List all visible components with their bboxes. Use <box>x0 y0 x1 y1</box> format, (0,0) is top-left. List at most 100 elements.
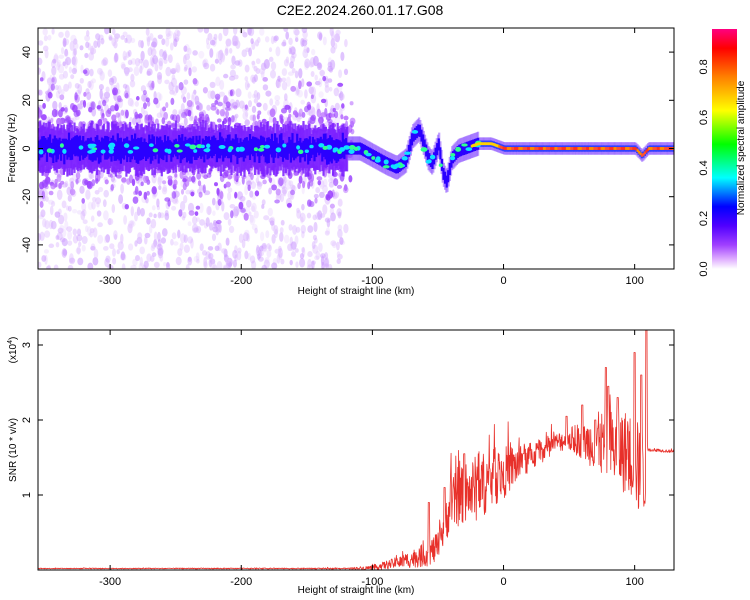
colorbar-tick-label: 0.6 <box>698 110 710 125</box>
spectrogram-noise-mark <box>157 231 161 242</box>
spectrogram-noise-mark <box>184 64 188 71</box>
spectrogram-noise-mark <box>82 219 88 225</box>
spectrogram-hot-mark <box>666 147 670 150</box>
spectrogram-mid-mark <box>54 178 58 184</box>
spectrogram-noise-mark <box>146 35 152 42</box>
spectrogram-mid-mark <box>59 94 65 101</box>
spectrogram-cyan-blob <box>107 143 115 149</box>
spectrogram-core-mark <box>137 137 140 164</box>
spectrogram-noise-mark <box>249 255 256 264</box>
spectrogram-cyan-blob <box>164 148 169 153</box>
spectrogram-core-mark <box>171 142 174 158</box>
spectrogram-mid-mark <box>268 177 273 182</box>
spectrogram-noise-mark <box>99 70 105 81</box>
spectrogram-noise-mark <box>103 91 111 99</box>
spectrogram-noise-mark <box>64 30 70 38</box>
spectrogram-hot-mark <box>649 147 652 150</box>
spectrogram-noise-mark <box>90 243 96 251</box>
spectrogram-y-tick-label: -20 <box>21 189 33 205</box>
spectrogram-mid-mark <box>97 118 103 127</box>
spectrogram-core-mark <box>248 134 252 160</box>
spectrogram-hot-mark <box>628 147 631 150</box>
spectrogram-mid-mark <box>124 203 129 210</box>
spectrogram-core-mark <box>185 140 189 163</box>
spectrogram-mid-mark <box>306 81 313 87</box>
spectrogram-noise-mark <box>58 102 62 110</box>
spectrogram-core-mark <box>127 140 130 157</box>
spectrogram-noise-mark <box>132 258 138 267</box>
spectrogram-noise-mark <box>71 67 78 75</box>
spectrogram-noise-mark <box>57 85 62 95</box>
spectrogram-noise-mark <box>103 210 109 221</box>
spectrogram-noise-mark <box>203 28 210 34</box>
spectrogram-hot-mark <box>635 147 638 151</box>
snr-x-tick-label: 100 <box>625 576 643 588</box>
spectrogram-core-mark <box>211 136 214 159</box>
spectrogram-noise-mark <box>229 69 236 78</box>
spectrogram-core-mark <box>212 135 215 156</box>
spectrogram-noise-mark <box>287 71 294 76</box>
spectrogram-core-mark <box>105 136 108 160</box>
spectrogram-noise-mark <box>72 55 78 67</box>
spectrogram-noise-mark <box>268 56 274 62</box>
spectrogram-noise-mark <box>281 68 288 77</box>
spectrogram-core-mark <box>280 133 283 157</box>
spectrogram-core-mark <box>294 142 297 159</box>
spectrogram-hot-mark <box>664 147 667 150</box>
spectrogram-hot-mark <box>529 147 533 150</box>
spectrogram-noise-mark <box>120 251 126 261</box>
spectrogram-noise-mark <box>99 169 104 179</box>
spectrogram-core-mark <box>160 140 163 160</box>
spectrogram-noise-mark <box>171 232 177 240</box>
spectrogram-noise-mark <box>108 34 113 40</box>
spectrogram-hot-mark <box>609 147 612 150</box>
spectrogram-hot-mark <box>606 147 609 150</box>
spectrogram-noise-mark <box>90 215 95 222</box>
spectrogram-noise-mark <box>187 256 192 262</box>
spectrogram-noise-mark <box>337 253 343 260</box>
spectrogram-noise-mark <box>269 220 275 226</box>
spectrogram-core-mark <box>289 139 292 163</box>
spectrogram-mid-mark <box>138 190 143 197</box>
spectrogram-noise-mark <box>244 111 249 117</box>
spectrogram-mid-mark <box>126 178 131 185</box>
spectrogram-hot-mark <box>593 147 596 150</box>
spectrogram-noise-mark <box>283 28 289 33</box>
spectrogram-core-mark <box>401 157 404 170</box>
spectrogram-mid-mark <box>216 118 222 123</box>
spectrogram-noise-mark <box>108 77 115 86</box>
spectrogram-noise-mark <box>103 189 109 198</box>
spectrogram-core-mark <box>38 140 41 161</box>
spectrogram-noise-mark <box>79 185 85 194</box>
spectrogram-noise-mark <box>316 62 323 71</box>
spectrogram-cyan-blob <box>318 143 325 148</box>
spectrogram-noise-mark <box>335 241 340 251</box>
spectrogram-hot-mark <box>607 147 611 150</box>
spectrogram-noise-mark <box>98 84 104 91</box>
spectrogram-core-mark <box>444 171 447 184</box>
spectrogram-hot-mark <box>512 147 515 150</box>
spectrogram-noise-mark <box>273 224 279 235</box>
spectrogram-mid-mark <box>51 77 55 83</box>
spectrogram-noise-mark <box>52 100 58 110</box>
spectrogram-noise-mark <box>177 229 181 239</box>
spectrogram-noise-mark <box>291 67 296 74</box>
spectrogram-noise-mark <box>107 218 112 226</box>
spectrogram-noise-mark <box>246 180 252 187</box>
spectrogram-noise-mark <box>320 255 325 266</box>
spectrogram-x-tick-label: -300 <box>99 275 121 287</box>
spectrogram-noise-mark <box>62 37 67 47</box>
spectrogram-noise-mark <box>288 180 294 187</box>
spectrogram-noise-mark <box>160 237 167 244</box>
snr-y-tick-label: 3 <box>21 342 33 348</box>
spectrogram-noise-mark <box>251 76 256 84</box>
spectrogram-hot-mark <box>490 142 494 146</box>
spectrogram-noise-mark <box>314 80 321 86</box>
spectrogram-mid-mark <box>38 114 41 119</box>
spectrogram-noise-mark <box>165 66 172 77</box>
spectrogram-cyan-blob <box>449 156 456 161</box>
spectrogram-mid-mark <box>182 178 187 183</box>
spectrogram-noise-mark <box>73 42 79 50</box>
spectrogram-mid-mark <box>60 107 65 112</box>
snr-xlabel: Height of straight line (km) <box>298 585 415 596</box>
